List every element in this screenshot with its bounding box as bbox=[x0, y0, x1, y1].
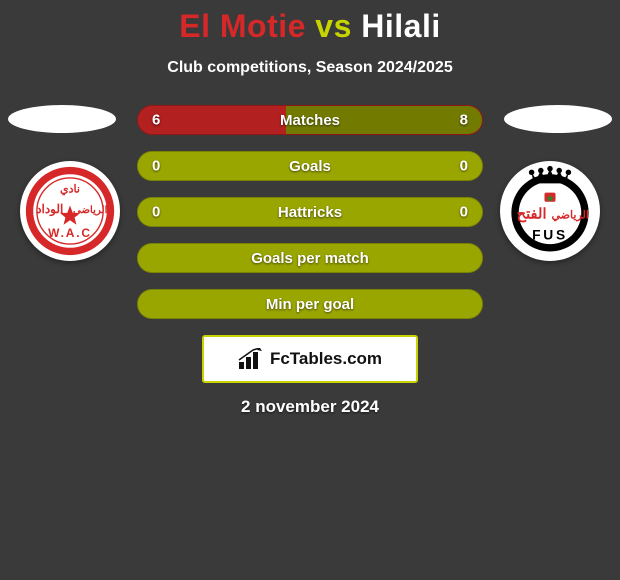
bar-chart-icon bbox=[238, 348, 264, 370]
stat-label: Goals per match bbox=[251, 250, 369, 267]
stat-row: Goals per match bbox=[137, 243, 483, 273]
svg-text:نادي: نادي bbox=[60, 184, 80, 197]
svg-text:الفتح: الفتح bbox=[517, 206, 547, 222]
date-text: 2 november 2024 bbox=[0, 397, 620, 417]
stat-value-right: 8 bbox=[460, 112, 468, 129]
stat-value-left: 6 bbox=[152, 112, 160, 129]
left-club-logo: نادي الوداد الرياضي W.A.C bbox=[20, 161, 120, 261]
stat-row: 6 8 Matches bbox=[137, 105, 483, 135]
svg-text:W.A.C: W.A.C bbox=[48, 226, 92, 240]
brand-text: FcTables.com bbox=[270, 349, 382, 369]
svg-text:الوداد: الوداد bbox=[36, 202, 63, 217]
stat-label: Matches bbox=[280, 112, 340, 129]
stat-fill-right bbox=[310, 152, 482, 180]
title-vs: vs bbox=[315, 8, 352, 44]
left-ellipse bbox=[8, 105, 116, 133]
stat-label: Min per goal bbox=[266, 296, 354, 313]
stat-row: 0 0 Hattricks bbox=[137, 197, 483, 227]
title-player2: Hilali bbox=[361, 8, 440, 44]
right-club-logo: الفتح الرياضي FUS bbox=[500, 161, 600, 261]
stats-list: 6 8 Matches 0 0 Goals 0 0 Hattricks Goals per mat… bbox=[137, 105, 483, 319]
right-ellipse bbox=[504, 105, 612, 133]
stat-label: Hattricks bbox=[278, 204, 342, 221]
stat-value-right: 0 bbox=[460, 204, 468, 221]
subtitle: Club competitions, Season 2024/2025 bbox=[0, 59, 620, 77]
page-title: El Motie vs Hilali bbox=[0, 8, 620, 45]
stat-value-left: 0 bbox=[152, 204, 160, 221]
wac-logo-icon: نادي الوداد الرياضي W.A.C bbox=[24, 165, 116, 257]
middle-section: نادي الوداد الرياضي W.A.C bbox=[0, 105, 620, 319]
comparison-card: El Motie vs Hilali Club competitions, Se… bbox=[0, 0, 620, 417]
stat-value-right: 0 bbox=[460, 158, 468, 175]
stat-value-left: 0 bbox=[152, 158, 160, 175]
title-player1: El Motie bbox=[179, 8, 306, 44]
brand-box[interactable]: FcTables.com bbox=[202, 335, 418, 383]
stat-fill-left bbox=[138, 152, 310, 180]
fus-logo-icon: الفتح الرياضي FUS bbox=[504, 165, 596, 257]
svg-text:الرياضي: الرياضي bbox=[551, 209, 589, 222]
stat-row: 0 0 Goals bbox=[137, 151, 483, 181]
stat-row: Min per goal bbox=[137, 289, 483, 319]
svg-text:FUS: FUS bbox=[532, 228, 568, 243]
stat-label: Goals bbox=[289, 158, 331, 175]
